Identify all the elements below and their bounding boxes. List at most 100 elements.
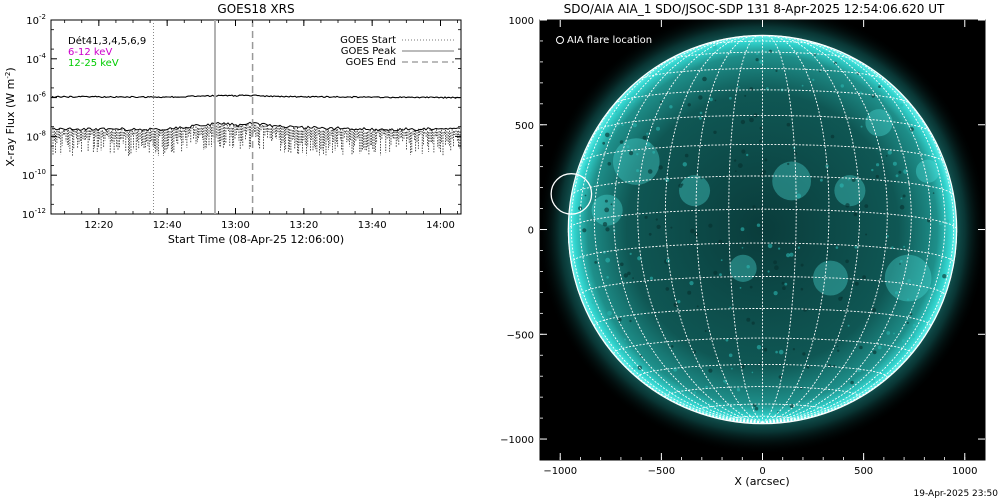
surface-speckle [698, 95, 703, 100]
surface-speckle [893, 332, 895, 335]
surface-speckle [646, 142, 651, 147]
surface-speckle [756, 223, 761, 227]
surface-speckle [902, 194, 906, 198]
active-region [884, 254, 932, 302]
left-plot-frame [50, 19, 462, 215]
surface-speckle [607, 162, 612, 166]
left-chart-title: GOES18 XRS [217, 2, 294, 16]
surface-speckle [670, 345, 674, 348]
surface-speckle [699, 116, 702, 120]
grid-line [762, 35, 861, 424]
surface-speckle [899, 263, 901, 265]
surface-speckle [679, 394, 684, 398]
surface-speckle [854, 245, 858, 249]
surface-speckle [840, 84, 844, 88]
surface-speckle [604, 199, 608, 203]
surface-speckle [801, 84, 804, 87]
surface-speckle [578, 206, 583, 211]
surface-speckle [646, 132, 649, 135]
surface-speckle [605, 257, 611, 263]
surface-speckle [687, 103, 691, 107]
surface-speckle [820, 178, 823, 182]
surface-speckle [629, 151, 634, 156]
surface-speckle [778, 349, 784, 355]
surface-speckle [704, 330, 707, 332]
surface-speckle [759, 126, 763, 130]
surface-speckle [714, 99, 717, 102]
surface-speckle [605, 132, 610, 138]
surface-speckle [898, 170, 902, 174]
surface-speckle [839, 183, 844, 188]
surface-speckle [782, 286, 786, 291]
y-tick-label: 10-2 [26, 13, 46, 27]
surface-speckle [838, 296, 843, 301]
surface-speckle [800, 263, 804, 267]
surface-speckle [687, 290, 692, 295]
surface-speckle [865, 233, 868, 236]
surface-speckle [632, 277, 634, 279]
grid-line [762, 63, 955, 424]
surface-speckle [720, 259, 723, 262]
grid-line [762, 38, 932, 424]
x-tick-label: 14:00 [426, 220, 455, 231]
surface-speckle [647, 169, 653, 174]
surface-speckle [582, 228, 587, 233]
band1-label: 6-12 keV [68, 47, 112, 58]
flare-location-marker [550, 173, 593, 215]
legend-peak-label: GOES Peak [341, 46, 396, 57]
grid-line [664, 35, 763, 424]
surface-speckle [847, 324, 850, 327]
surface-speckle [862, 275, 866, 280]
left-plot-area [51, 20, 461, 214]
surface-speckle [734, 170, 737, 173]
surface-speckle [786, 122, 791, 127]
surface-speckle [871, 168, 874, 172]
surface-speckle [749, 117, 754, 123]
surface-speckle [623, 273, 628, 278]
surface-speckle [778, 247, 781, 250]
surface-speckle [864, 204, 869, 209]
x-tick-label: 13:40 [358, 220, 387, 231]
active-region [865, 109, 893, 137]
right-legend-label: AIA flare location [567, 35, 652, 46]
surface-speckle [725, 338, 729, 342]
surface-speckle [833, 364, 836, 368]
left-x-axis-label: Start Time (08-Apr-25 12:06:00) [168, 233, 344, 246]
surface-speckle [912, 324, 916, 327]
active-region [612, 138, 660, 185]
surface-speckle [755, 51, 759, 55]
surface-speckle [773, 260, 777, 265]
y-tick-label: 10-4 [26, 52, 46, 66]
active-region [834, 175, 866, 207]
surface-speckle [932, 192, 935, 194]
surface-speckle [670, 226, 673, 229]
image-y-tick-label: 1000 [509, 16, 534, 27]
surface-speckle [696, 305, 699, 308]
surface-speckle [854, 281, 859, 286]
surface-speckle [754, 406, 759, 411]
surface-speckle [712, 45, 717, 50]
surface-speckle [620, 262, 624, 267]
image-y-tick-label: 500 [515, 121, 534, 132]
left-axes: 12:20 12:40 13:00 13:20 13:40 14:00 10-12 10-10… [22, 13, 461, 231]
surface-speckle [699, 111, 703, 115]
surface-speckle [756, 345, 762, 350]
right-axes: −1000 −500 0 500 1000 −1000 −500 0 500 1000 [500, 16, 985, 477]
surface-speckle [740, 119, 746, 125]
surface-speckle [851, 177, 856, 182]
surface-speckle [887, 150, 892, 155]
surface-speckle [906, 298, 910, 301]
surface-speckle [741, 149, 746, 154]
surface-speckle [773, 291, 778, 296]
surface-speckle [739, 287, 742, 289]
surface-speckle [875, 174, 879, 179]
surface-speckle [837, 349, 840, 352]
surface-speckle [763, 347, 768, 352]
grid-line [762, 35, 830, 424]
right-chart-title: SDO/AIA AIA_1 SDO/JSOC-SDP 131 8-Apr-202… [564, 2, 945, 16]
surface-speckle [759, 139, 763, 143]
surface-speckle [594, 261, 598, 264]
surface-speckle [642, 135, 647, 140]
right-x-axis-label: X (arcsec) [734, 475, 789, 488]
surface-speckle [797, 246, 801, 249]
